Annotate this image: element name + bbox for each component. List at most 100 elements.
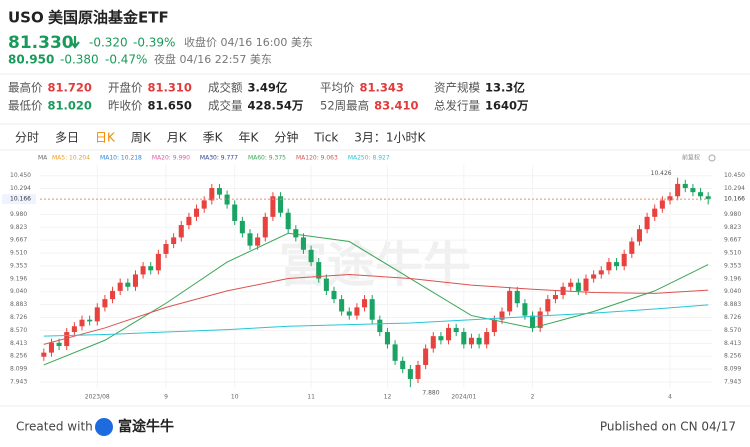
tab[interactable]: 3月：1小时K (354, 131, 426, 145)
tab[interactable]: 多日 (55, 131, 79, 145)
candle-body (247, 233, 253, 246)
candle-body (339, 299, 345, 312)
candle-body (499, 311, 505, 320)
y-tick-label: 10.294 (10, 185, 31, 192)
candle-body (407, 369, 413, 379)
tab[interactable]: 月K (167, 131, 188, 145)
candle-body (125, 282, 131, 287)
y-tick-label: 9.510 (724, 250, 741, 257)
y-tick-label: 8.099 (10, 366, 27, 373)
y-tick-label: 8.256 (10, 353, 27, 360)
candle-body (400, 360, 406, 370)
x-tick-label: 2024/01 (451, 394, 476, 401)
candle-body (270, 196, 276, 217)
candle-body (369, 299, 375, 320)
settings-icon[interactable] (708, 154, 716, 162)
candle-body (621, 253, 627, 267)
candle-body (705, 196, 711, 200)
candle-body (453, 327, 459, 333)
candle-body (598, 270, 604, 275)
candle-body (323, 278, 329, 291)
candle-body (438, 336, 444, 341)
y-tick-label: 8.256 (724, 353, 741, 360)
candle-body (537, 311, 543, 328)
candle-body (316, 262, 322, 279)
candle-body (186, 216, 192, 226)
stat-label: 平均价 (320, 81, 355, 95)
candle-body (659, 200, 665, 209)
y-tick-label: 8.726 (724, 314, 741, 321)
candle-body (102, 299, 108, 308)
y-tick-label: 7.943 (10, 378, 27, 385)
candle-body (163, 243, 169, 254)
candle-body (194, 208, 200, 217)
candle-body (507, 290, 513, 312)
tab[interactable]: 分钟 (274, 130, 298, 145)
y-tick-label: 8.413 (724, 340, 741, 347)
candle-body (232, 204, 238, 221)
candle-body (514, 290, 520, 304)
x-tick-label: 10 (231, 394, 239, 401)
candle-body (430, 336, 436, 349)
candle-body (484, 332, 490, 345)
y-tick-label: 8.099 (724, 366, 741, 373)
candle-body (255, 237, 261, 246)
after-change-pct: -0.47% (105, 53, 147, 67)
candle-body (87, 319, 93, 322)
candle-body (48, 342, 54, 353)
candle-body (132, 274, 138, 287)
candle-body (530, 315, 536, 328)
candle-body (171, 237, 177, 244)
stat-value: 428.54万 (248, 99, 304, 113)
candle-body (552, 295, 558, 300)
y-tick-label: 7.943 (724, 378, 741, 385)
last-price-label: 10.166 (10, 196, 31, 203)
stat-label: 总发行量 (434, 99, 480, 113)
created-with: Created with (16, 420, 93, 434)
y-tick-label: 9.667 (724, 237, 741, 244)
stat-label: 开盘价 (108, 81, 143, 95)
legend-entry: MA60: 9.375 (248, 155, 286, 162)
stat-label: 最低价 (8, 99, 43, 113)
candle-body (362, 299, 368, 308)
y-tick-label: 9.980 (10, 211, 27, 218)
tab[interactable]: 季K (203, 131, 224, 145)
candle-body (56, 342, 62, 347)
candle-body (415, 364, 421, 379)
stat-value: 81.650 (148, 99, 192, 113)
candle-body (698, 192, 704, 197)
candle-body (209, 188, 215, 201)
candle-body (346, 311, 352, 316)
price: 81.330 (8, 33, 74, 53)
tab[interactable]: 日K (95, 131, 116, 145)
stat-value: 81.020 (48, 99, 92, 113)
legend-entry: MA10: 10.218 (100, 155, 142, 162)
published: Published on CN 04/17 (600, 420, 736, 434)
x-tick-label: 4 (668, 394, 672, 401)
candle-body (278, 196, 284, 213)
candle-body (79, 319, 85, 327)
tab[interactable]: 分时 (15, 131, 39, 145)
after-status: 夜盘 04/16 22:57 美东 (154, 52, 272, 66)
watermark: 富途牛牛 (279, 237, 471, 293)
candle-body (392, 344, 398, 361)
candle-body (300, 237, 306, 250)
adjust-toggle[interactable]: 前复权 (682, 154, 700, 162)
tab[interactable]: Tick (313, 131, 338, 145)
y-tick-label: 10.450 (10, 172, 31, 179)
candle-body (636, 229, 642, 242)
stat-value: 81.720 (48, 81, 92, 95)
candle-body (675, 183, 681, 197)
candle-body (117, 282, 123, 291)
tab[interactable]: 周K (131, 131, 152, 145)
y-tick-label: 9.510 (10, 250, 27, 257)
ma-line (43, 304, 709, 337)
y-tick-label: 8.570 (724, 327, 741, 334)
logo (95, 418, 113, 436)
tab[interactable]: 年K (239, 131, 260, 145)
x-tick-label: 11 (307, 394, 315, 401)
y-tick-label: 9.823 (724, 224, 741, 231)
candle-body (331, 290, 337, 300)
candle-body (71, 326, 77, 333)
